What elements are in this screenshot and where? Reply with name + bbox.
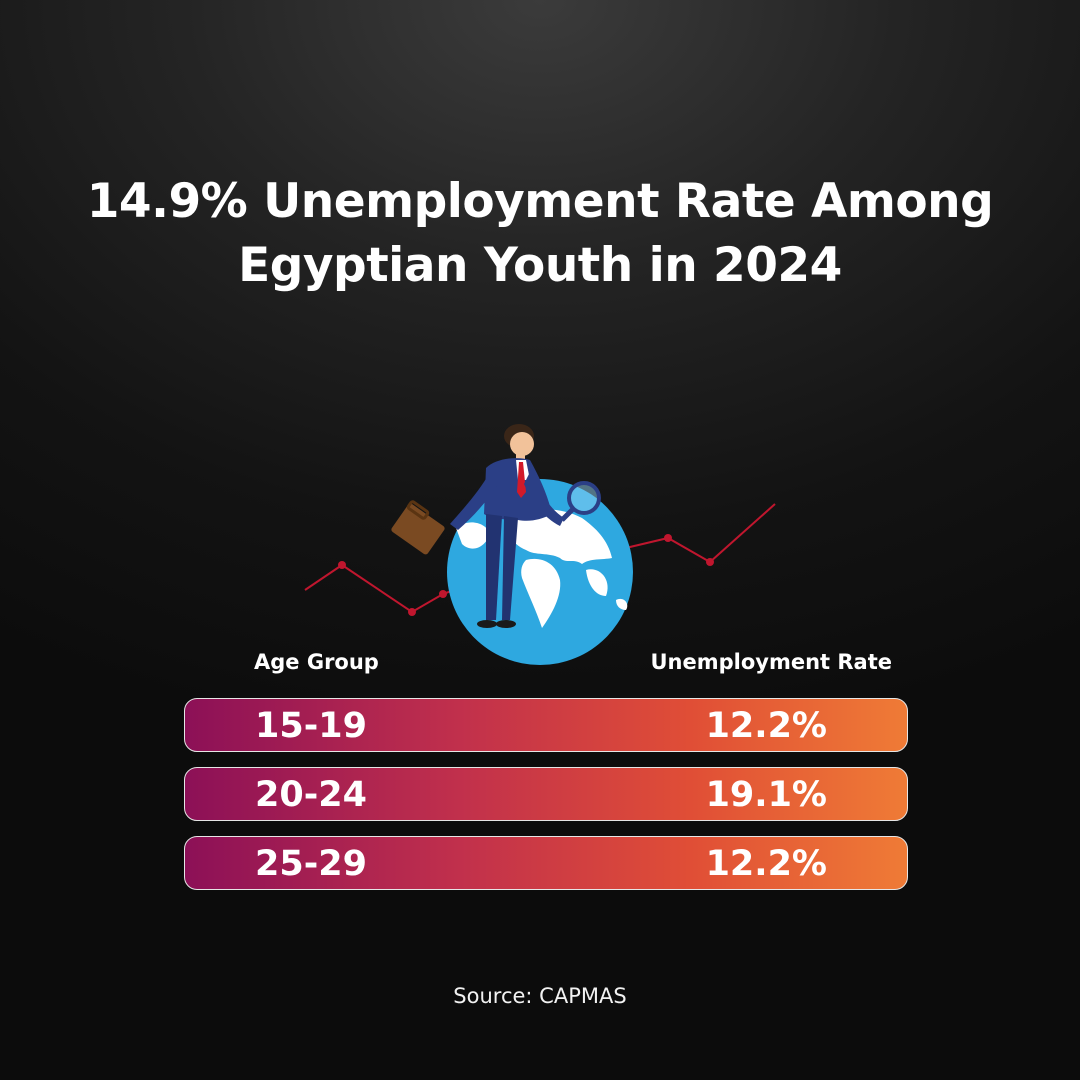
page-title: 14.9% Unemployment Rate Among Egyptian Y… [0, 170, 1080, 298]
magnifying-glass-icon [560, 481, 601, 522]
title-line-2: Egyptian Youth in 2024 [238, 238, 842, 293]
rate-cell: 12.2% [705, 844, 827, 884]
table-row: 25-29 12.2% [184, 836, 908, 890]
table-row: 15-19 12.2% [184, 698, 908, 752]
data-table: 15-19 12.2% 20-24 19.1% 25-29 12.2% [184, 698, 908, 905]
unemployment-rate-header: Unemployment Rate [650, 650, 892, 674]
rate-cell: 12.2% [705, 706, 827, 746]
trend-points [338, 534, 714, 616]
age-group-cell: 25-29 [255, 844, 367, 884]
age-group-header: Age Group [254, 650, 379, 674]
businessman-globe-illustration [304, 424, 776, 665]
age-group-cell: 15-19 [255, 706, 367, 746]
briefcase-icon [391, 500, 445, 555]
rate-cell: 19.1% [705, 775, 827, 815]
age-group-cell: 20-24 [255, 775, 367, 815]
table-row: 20-24 19.1% [184, 767, 908, 821]
businessman-icon [450, 424, 564, 628]
title-line-1: 14.9% Unemployment Rate Among [86, 174, 994, 229]
source-note: Source: CAPMAS [453, 984, 627, 1008]
